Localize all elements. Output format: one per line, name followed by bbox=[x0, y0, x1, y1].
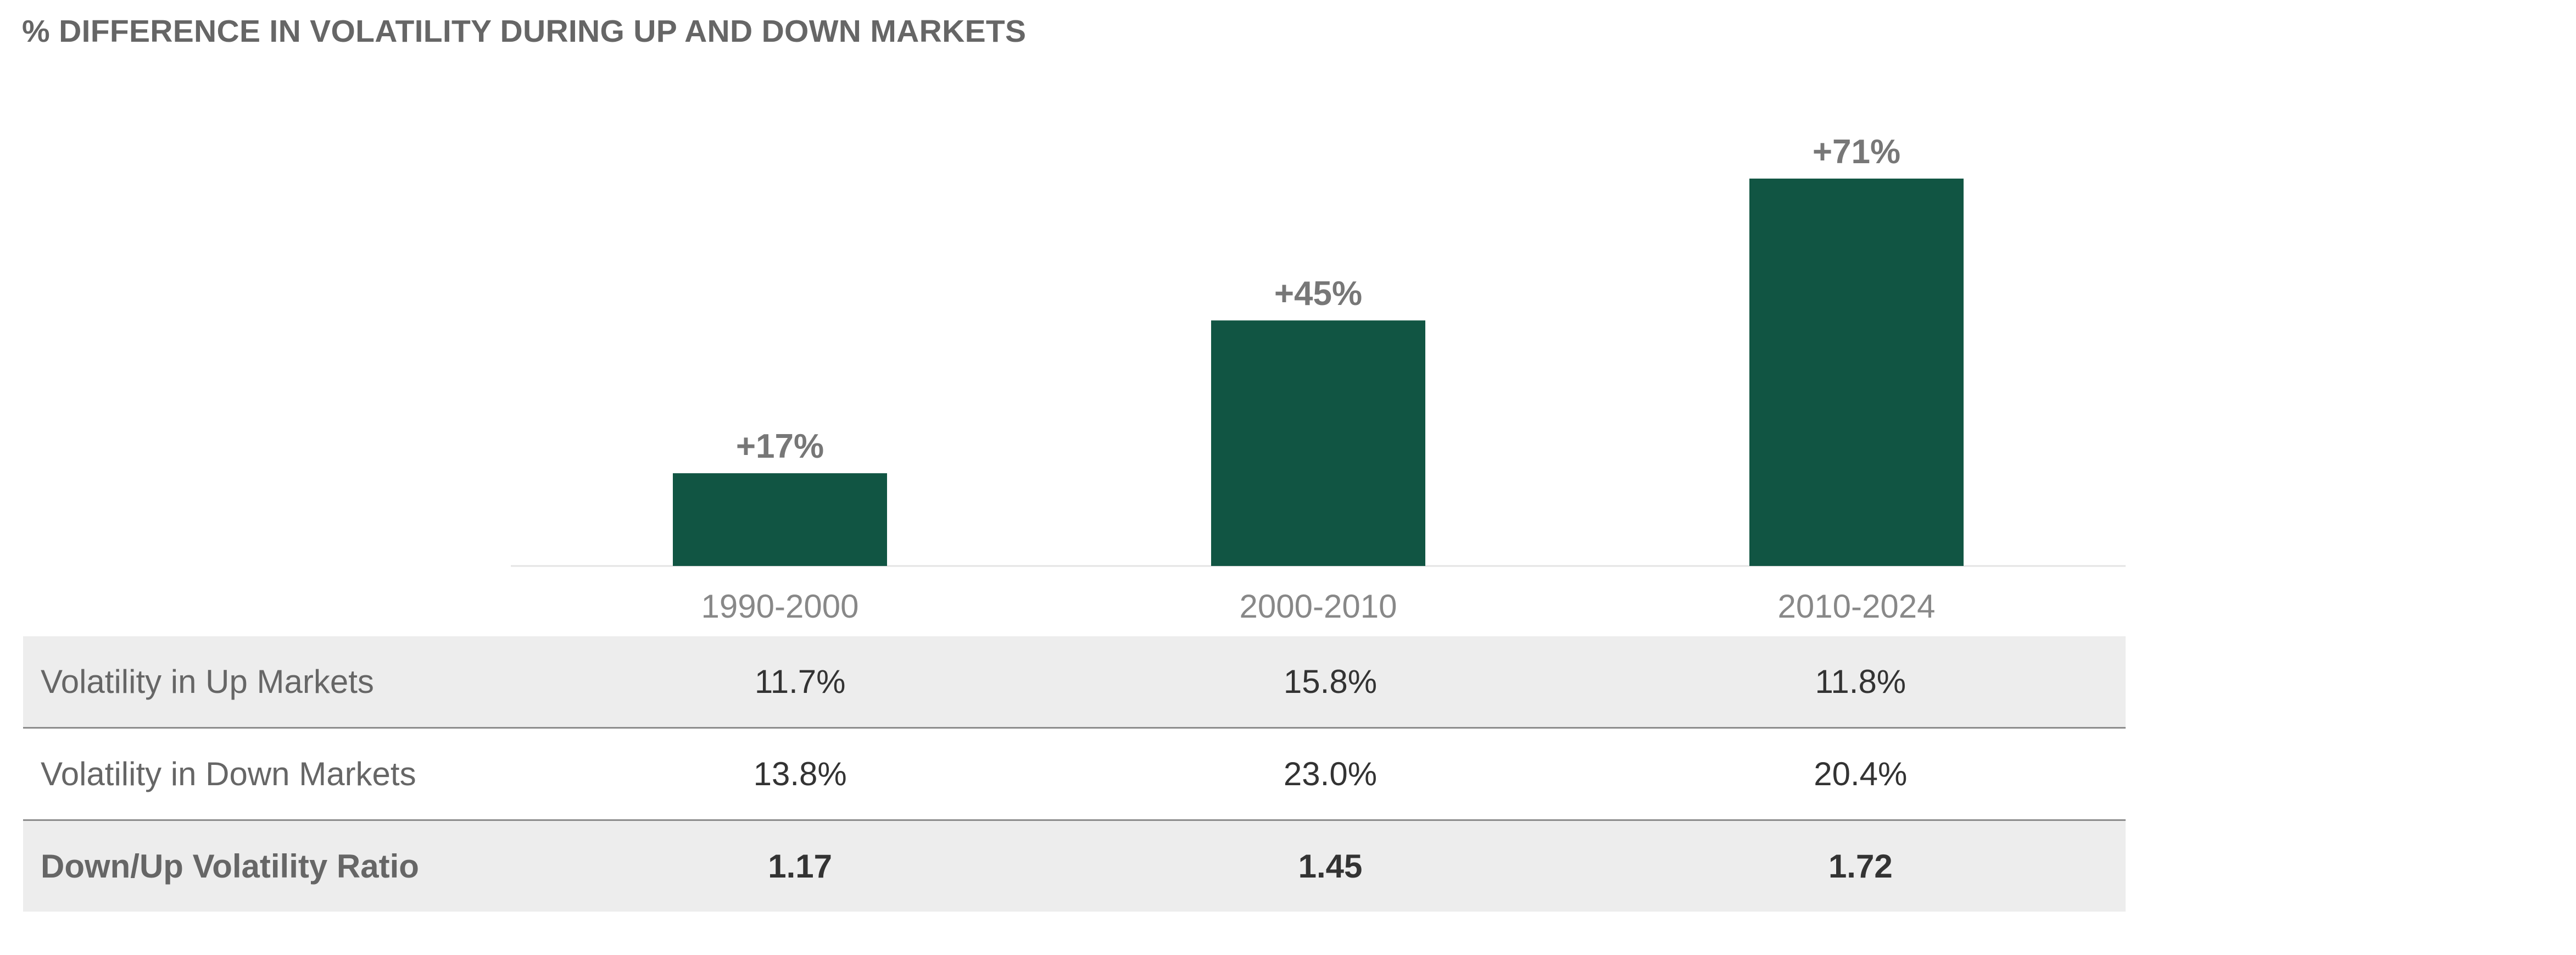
data-label: +71% bbox=[1813, 133, 1900, 171]
table-cell: 11.7% bbox=[535, 636, 1066, 729]
data-label: +17% bbox=[736, 427, 824, 465]
table-cell: 23.0% bbox=[1065, 728, 1596, 821]
bar-1990-2000 bbox=[673, 473, 887, 566]
row-label: Volatility in Up Markets bbox=[23, 636, 535, 729]
table-cell: 1.72 bbox=[1595, 820, 2126, 912]
row-label: Volatility in Down Markets bbox=[23, 728, 535, 821]
table-cell: 13.8% bbox=[535, 728, 1066, 821]
row-label: Down/Up Volatility Ratio bbox=[23, 820, 535, 912]
chart-title: % DIFFERENCE IN VOLATILITY DURING UP AND… bbox=[22, 14, 1027, 49]
category-label: 2000-2010 bbox=[1240, 588, 1397, 625]
table-cell: 1.45 bbox=[1065, 820, 1596, 912]
data-label: +45% bbox=[1274, 275, 1362, 313]
table-row-down-markets: Volatility in Down Markets 13.8% 23.0% 2… bbox=[23, 728, 2126, 821]
table-cell: 15.8% bbox=[1065, 636, 1596, 729]
table-cell: 20.4% bbox=[1595, 728, 2126, 821]
table-row-up-markets: Volatility in Up Markets 11.7% 15.8% 11.… bbox=[23, 636, 2126, 729]
volatility-table: Volatility in Up Markets 11.7% 15.8% 11.… bbox=[23, 636, 2126, 912]
category-label: 2010-2024 bbox=[1778, 588, 1936, 625]
category-label: 1990-2000 bbox=[701, 588, 859, 625]
table-cell: 11.8% bbox=[1595, 636, 2126, 729]
bar-2010-2024 bbox=[1749, 179, 1964, 566]
bar-chart: +17% 1990-2000 +45% 2000-2010 +71% 2010-2024 bbox=[511, 133, 2126, 625]
table-cell: 1.17 bbox=[535, 820, 1066, 912]
table-row-ratio: Down/Up Volatility Ratio 1.17 1.45 1.72 bbox=[23, 820, 2126, 912]
bar-2000-2010 bbox=[1211, 320, 1425, 566]
